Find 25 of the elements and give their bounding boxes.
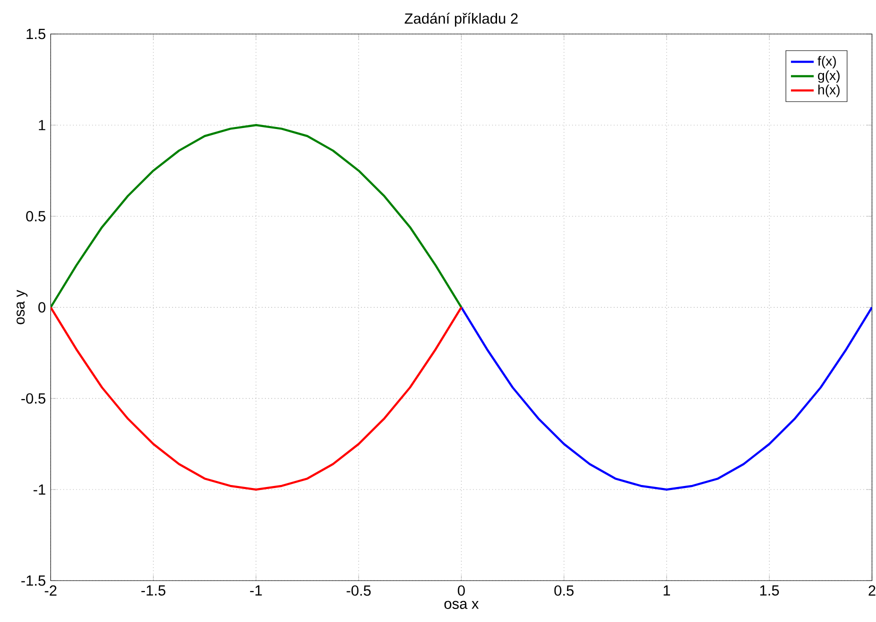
y-tick-label: 1 <box>38 120 46 130</box>
y-axis-title: osa y <box>16 290 28 324</box>
x-tick-label: -1 <box>250 585 262 596</box>
x-tick-label: 0.5 <box>554 585 574 596</box>
legend-label: g(x) <box>818 70 840 83</box>
y-tick-label: 1.5 <box>26 28 46 40</box>
legend-label: h(x) <box>818 84 840 98</box>
x-axis-title: osa x <box>444 600 479 609</box>
chart-title: Zadání příkladu 2 <box>404 12 518 27</box>
x-tick-label: 2 <box>868 585 876 596</box>
legend-label: f(x) <box>818 56 836 68</box>
x-tick-label: 1.5 <box>760 585 779 596</box>
y-tick-label: -1.5 <box>21 576 46 586</box>
x-tick-label: 0 <box>458 585 465 596</box>
line-series <box>50 306 462 491</box>
y-tick-label: -1 <box>34 484 46 495</box>
line-series <box>460 306 872 491</box>
y-tick-label: -0.5 <box>21 393 46 404</box>
y-tick-label: 0.5 <box>26 211 46 222</box>
y-tick-label: 0 <box>38 302 46 313</box>
x-tick-label: -0.5 <box>346 585 371 596</box>
line-series <box>50 124 462 308</box>
x-tick-label: 1 <box>664 585 670 596</box>
x-tick-label: -1.5 <box>141 585 166 596</box>
x-tick-label: -2 <box>44 585 56 596</box>
